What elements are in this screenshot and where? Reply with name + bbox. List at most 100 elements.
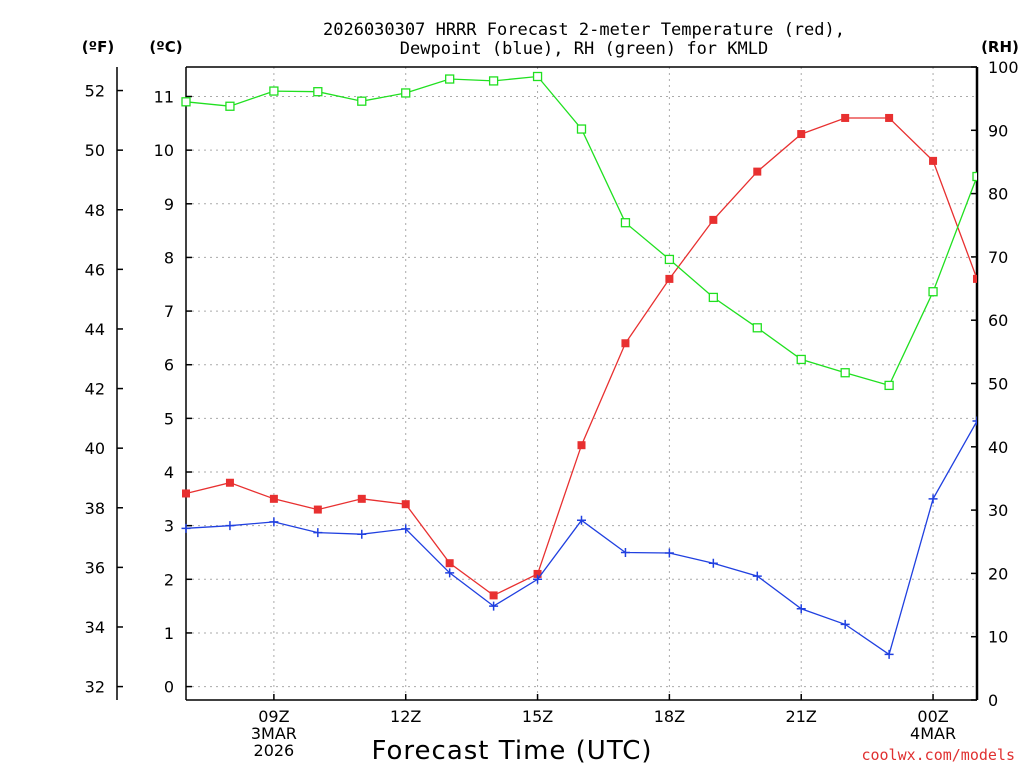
temperature-point [709,215,718,224]
rh-tick-label: 0 [988,691,998,710]
celsius-tick-label: 5 [164,409,174,428]
temperature-point [313,505,322,514]
celsius-tick-label: 2 [164,570,174,589]
fahrenheit-tick-label: 40 [85,439,105,458]
rh-point [884,380,894,391]
rh-tick-label: 70 [988,248,1008,267]
dewpoint-point [884,649,894,659]
rh-point [532,71,543,82]
fahrenheit-unit-label: (ºF) [82,38,114,56]
dewpoint-point [928,494,938,504]
dewpoint-point [664,548,674,558]
temperature-point [797,130,806,139]
temperature-point [533,569,542,578]
rh-point [445,74,455,84]
celsius-tick-label: 9 [164,195,174,214]
dewpoint-point [357,529,367,539]
celsius-tick-label: 10 [154,141,174,160]
series-group [181,71,977,659]
dewpoint-point [445,568,455,578]
temperature-point [841,113,850,122]
dewpoint-point [181,523,191,533]
temperature-point [577,441,586,450]
rh-line [185,75,977,387]
x-tick-label: 15Z [522,707,553,726]
celsius-tick-label: 7 [164,302,174,321]
rh-point [401,88,411,98]
rh-unit-label: (RH) [981,38,1019,56]
series-layer [181,71,977,659]
rh-point [225,101,235,111]
x-tick-label: 12Z [390,707,421,726]
rh-tick-label: 10 [988,628,1008,647]
fahrenheit-tick-label: 42 [85,380,105,399]
rh-point [840,368,850,378]
dewpoint-point [708,558,718,568]
temperature-point [885,113,894,122]
celsius-tick-label: 0 [164,678,174,697]
rh-point [664,254,675,265]
rh-point [269,86,279,96]
fahrenheit-tick-label: 52 [85,82,105,101]
rh-tick-label: 80 [988,185,1008,204]
dewpoint-point [972,416,977,426]
dewpoint-point [620,547,630,557]
dewpoint-point [225,521,235,531]
rh-tick-label: 50 [988,375,1008,394]
celsius-unit-label: (ºC) [149,38,182,56]
gridlines [186,67,977,700]
x-tick-label: 09Z [258,707,289,726]
rh-point [313,87,323,97]
rh-point [576,124,587,134]
x-tick-label: 4MAR [910,724,956,743]
fahrenheit-tick-label: 34 [85,618,105,637]
rh-point [972,171,977,182]
dewpoint-point [796,604,806,614]
rh-point [928,287,938,297]
rh-tick-label: 20 [988,564,1008,583]
celsius-tick-label: 1 [164,624,174,643]
dewpoint-point [577,515,586,525]
dewpoint-point [533,574,543,584]
fahrenheit-tick-label: 36 [85,558,105,577]
celsius-tick-label: 11 [154,88,174,107]
temperature-point [753,167,762,176]
temperature-point [357,494,366,503]
dewpoint-point [269,517,279,527]
rh-point [620,218,631,228]
temperature-point [182,489,190,498]
dewpoint-point [313,528,323,538]
rh-point [708,292,718,303]
temperature-point [401,500,410,509]
celsius-tick-label: 3 [164,517,174,536]
dewpoint-point [840,619,850,629]
temperature-point [269,494,278,503]
dewpoint-point [752,571,762,581]
axes: 3234363840424446485052012345678910110102… [85,58,1019,760]
celsius-tick-label: 4 [164,463,174,482]
chart-title-line-1: 2026030307 HRRR Forecast 2-meter Tempera… [323,20,845,40]
rh-point [752,323,762,333]
fahrenheit-tick-label: 46 [85,260,105,279]
rh-point [357,96,367,106]
x-tick-label: 00Z [917,707,948,726]
fahrenheit-tick-label: 44 [85,320,105,339]
temperature-point [489,591,498,600]
temperature-point [445,559,454,568]
celsius-tick-label: 6 [164,356,174,375]
rh-point [488,76,499,86]
x-tick-label: 18Z [654,707,685,726]
x-axis-title: Forecast Time (UTC) [371,736,652,766]
rh-point [796,354,806,365]
temperature-point [973,274,977,283]
fahrenheit-tick-label: 48 [85,201,105,220]
rh-point [181,97,191,107]
rh-tick-label: 100 [988,58,1019,77]
temperature-point [621,339,630,348]
temperature-point [929,156,938,165]
dewpoint-point [489,601,499,611]
x-tick-label: 3MAR [251,724,297,743]
credit-text: coolwx.com/models [861,746,1015,764]
x-tick-label: 21Z [786,707,817,726]
